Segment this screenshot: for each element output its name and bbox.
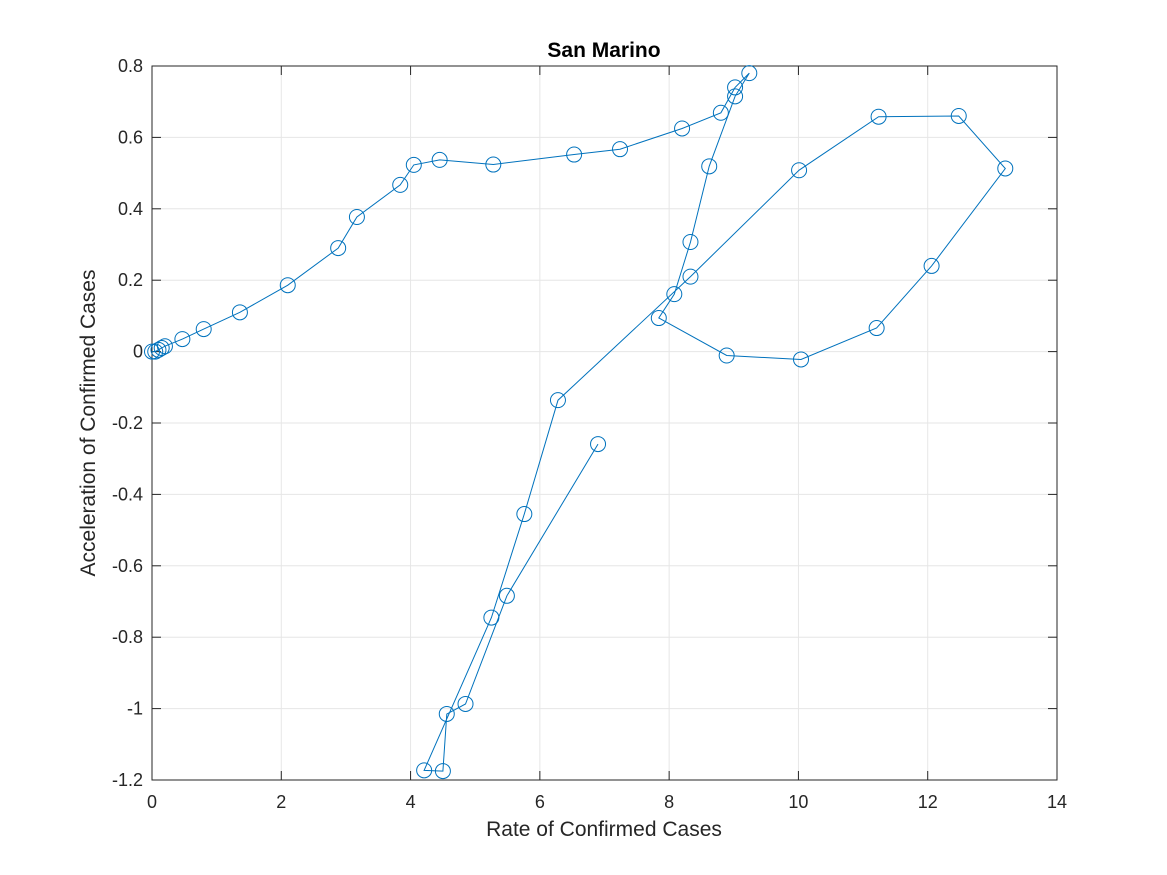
x-tick-label: 10 (788, 792, 808, 812)
data-point (549, 392, 566, 409)
data-point (438, 705, 455, 722)
y-tick-label: 0 (133, 342, 143, 362)
series-line (152, 72, 1006, 772)
y-tick-label: 0.2 (118, 270, 143, 290)
y-tick-label: -0.6 (112, 556, 143, 576)
x-tick-label: 6 (535, 792, 545, 812)
x-tick-label: 0 (147, 792, 157, 812)
y-tick-label: -1 (127, 699, 143, 719)
data-point (791, 162, 808, 179)
data-point (279, 277, 296, 294)
data-point (666, 286, 683, 303)
y-tick-label: -0.2 (112, 413, 143, 433)
y-tick-label: 0.4 (118, 199, 143, 219)
data-point (153, 340, 170, 357)
x-tick-labels: 0 2 4 6 8 10 12 14 (147, 792, 1067, 812)
y-axis-label: Acceleration of Confirmed Cases (77, 270, 100, 577)
chart-title: San Marino (547, 39, 660, 62)
y-tick-label: 0.8 (118, 56, 143, 76)
data-point (195, 321, 212, 338)
axes-box (151, 65, 1058, 781)
data-point (612, 141, 629, 158)
data-point (566, 146, 583, 163)
data-point (416, 762, 433, 779)
data-point (231, 304, 248, 321)
data-point (712, 104, 729, 121)
x-tick-label: 4 (406, 792, 416, 812)
data-point (997, 160, 1014, 177)
data-point (431, 151, 448, 168)
data-point (682, 234, 699, 251)
data-point (727, 79, 744, 96)
data-point (682, 268, 699, 285)
y-tick-label: -0.8 (112, 627, 143, 647)
data-point (348, 209, 365, 226)
data-point (718, 347, 735, 364)
y-tick-label: -0.4 (112, 484, 143, 504)
series (144, 65, 1014, 780)
data-point (868, 320, 885, 337)
data-point (701, 158, 718, 175)
data-point (727, 88, 744, 105)
x-axis-label: Rate of Confirmed Cases (486, 818, 722, 841)
y-tick-labels: -1.2 -1 -0.8 -0.6 -0.4 -0.2 0 0.2 0.4 0.6 0.8 (112, 56, 143, 790)
data-point (405, 156, 422, 173)
x-tick-label: 12 (918, 792, 938, 812)
data-point (650, 310, 667, 327)
data-point (392, 176, 409, 193)
data-point (950, 107, 967, 124)
x-tick-label: 8 (664, 792, 674, 812)
data-point (330, 240, 347, 257)
data-point (485, 156, 502, 173)
data-point (590, 436, 607, 453)
axes (151, 65, 1058, 781)
data-point (674, 120, 691, 137)
data-point (174, 331, 191, 348)
data-point (434, 763, 451, 780)
data-point (793, 351, 810, 368)
y-tick-label: 0.6 (118, 127, 143, 147)
x-tick-label: 14 (1047, 792, 1067, 812)
x-tick-label: 2 (276, 792, 286, 812)
data-point (156, 338, 173, 355)
data-point (516, 506, 533, 523)
data-point (870, 108, 887, 125)
data-point (498, 587, 515, 604)
data-point (457, 695, 474, 712)
data-point (483, 609, 500, 626)
y-tick-label: -1.2 (112, 770, 143, 790)
data-point (741, 65, 758, 82)
data-point (923, 257, 940, 274)
